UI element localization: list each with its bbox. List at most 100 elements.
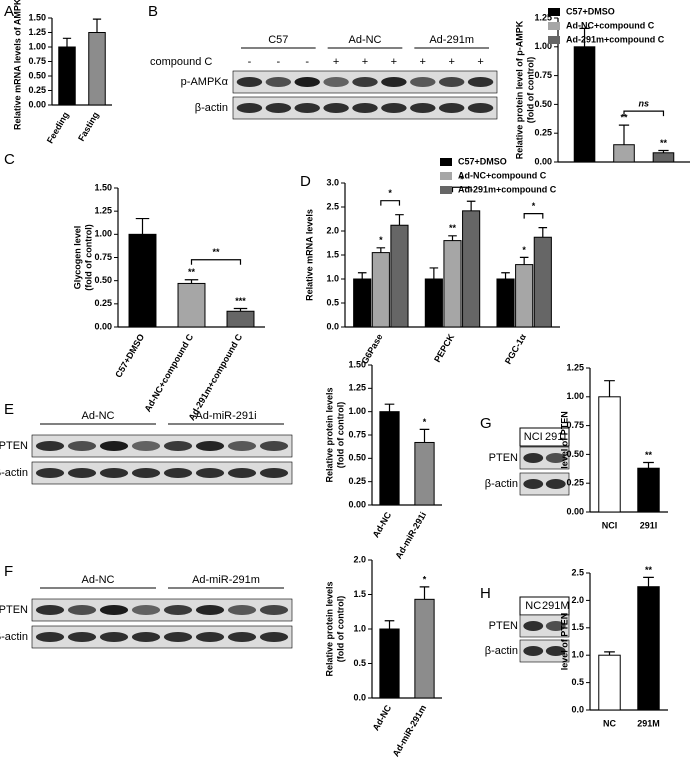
y-tick-label: 0.00 (94, 321, 112, 331)
x-tick-label: Ad-miR-291m (391, 703, 429, 758)
lane-label: 291I (545, 431, 566, 443)
band (99, 632, 129, 642)
band (227, 468, 257, 478)
y-axis-label: Relative protein level of p-AMPK (514, 20, 524, 159)
band (67, 632, 97, 642)
lane-sign: + (448, 56, 454, 68)
bracket-label: * (532, 201, 536, 211)
band (545, 453, 566, 463)
error-bar (376, 247, 386, 253)
y-axis-label: Relative mRNA levels (304, 209, 314, 301)
row-label: compound C (150, 56, 212, 68)
row-label: β-actin (0, 631, 28, 643)
panel-letter: E (4, 401, 14, 418)
band (265, 103, 292, 113)
x-tick-label: NCI (602, 520, 618, 530)
row-label: PTEN (0, 440, 28, 452)
row-label: β-actin (0, 467, 28, 479)
band (467, 77, 494, 87)
error-bar (184, 279, 199, 284)
lane-label: 291M (542, 600, 570, 612)
bar (88, 32, 106, 106)
band (131, 441, 161, 451)
bar (424, 278, 443, 328)
legend-swatch (440, 158, 452, 166)
y-tick-label: 0.75 (94, 252, 112, 262)
y-axis-label: (fold of control) (83, 224, 93, 290)
band (545, 621, 566, 631)
y-tick-label: 1.5 (326, 249, 339, 259)
blot: NCI 291I PTEN β-actin (485, 427, 570, 496)
y-tick-label: 3.0 (326, 177, 339, 187)
band (35, 632, 65, 642)
lane-label: NC (525, 600, 541, 612)
band (294, 103, 320, 113)
error-bar (604, 380, 615, 397)
bar (462, 210, 481, 328)
band (227, 632, 257, 642)
band (545, 646, 566, 656)
band (163, 468, 193, 478)
y-tick-label: 0.50 (534, 99, 552, 109)
legend-swatch (548, 22, 560, 30)
band (259, 605, 289, 615)
y-tick-label: 1.25 (94, 206, 112, 216)
error-bar (501, 272, 510, 279)
y-tick-label: 0.5 (353, 658, 366, 668)
panel-letter: G (480, 415, 492, 432)
y-tick-label: 0.50 (566, 449, 584, 459)
band (294, 77, 320, 87)
band (410, 103, 436, 113)
band (523, 621, 544, 631)
significance: ** (645, 450, 653, 460)
y-tick-label: 1.50 (94, 182, 112, 192)
error-bar (643, 576, 654, 587)
y-tick-label: 0.25 (28, 85, 46, 95)
band (67, 605, 97, 615)
band (163, 441, 193, 451)
x-tick-label: Ad-NC+compound C (143, 332, 196, 414)
lane-sign: + (362, 56, 368, 68)
band (67, 468, 97, 478)
y-tick-label: 1.00 (94, 229, 112, 239)
band (259, 632, 289, 642)
error-bar (579, 27, 590, 47)
y-tick-label: 0.75 (348, 429, 366, 439)
band (352, 77, 378, 87)
x-tick-label: PGC-1α (503, 332, 528, 366)
blot-strip (519, 472, 570, 496)
x-tick-label: 291M (637, 718, 660, 728)
lane-sign: + (420, 56, 426, 68)
significance: ** (620, 113, 628, 123)
y-tick-label: 0.75 (566, 420, 584, 430)
bracket (623, 110, 665, 117)
bar (414, 441, 435, 506)
significance: ** (660, 138, 668, 148)
bar (58, 46, 76, 106)
error-bar (466, 200, 476, 211)
x-tick-label: Ad-291m+compound C (186, 332, 244, 423)
group-label: C57 (268, 34, 288, 46)
blot-strip (31, 625, 293, 649)
lane-box (519, 427, 570, 447)
bar (598, 654, 621, 711)
y-tick-label: 0.25 (534, 128, 552, 138)
band (323, 77, 349, 87)
y-axis-label: Relative mRNA levels of AMPKα (12, 0, 22, 130)
y-axis-label: level of PTEN (559, 613, 569, 671)
lane-sign: - (305, 56, 309, 68)
band (195, 441, 225, 451)
blot-strip (31, 461, 293, 485)
bar (379, 411, 400, 506)
band (131, 632, 161, 642)
panel-letter: H (480, 585, 491, 602)
y-tick-label: 1.0 (571, 650, 584, 660)
bar (637, 467, 660, 513)
y-tick-label: 1.00 (566, 391, 584, 401)
y-tick-label: 1.50 (28, 12, 46, 22)
error-bar (429, 267, 439, 279)
band (195, 468, 225, 478)
lane-label: NCI (524, 431, 543, 443)
y-tick-label: 2.5 (326, 201, 339, 211)
